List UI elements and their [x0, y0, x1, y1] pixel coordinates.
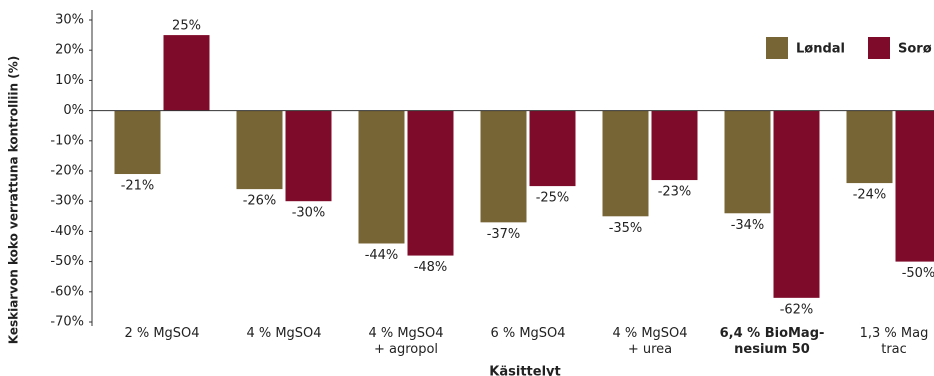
y-axis-label: Keskiarvon koko verrattuna kontrolliin (… [7, 56, 21, 345]
value-label: -30% [292, 206, 326, 221]
legend-label: Løndal [796, 42, 845, 57]
x-tick-label: 4 % MgSO4 + urea [612, 326, 688, 357]
bar [480, 110, 527, 223]
bar [724, 110, 771, 214]
value-label: -50% [902, 266, 934, 281]
value-label: -24% [853, 188, 887, 203]
x-tick-label: 6 % MgSO4 [490, 326, 566, 341]
bar [773, 110, 820, 298]
value-label: -21% [121, 179, 155, 194]
bar [529, 110, 576, 187]
bar [114, 110, 161, 175]
bar [285, 110, 332, 202]
x-axis-label: Käsittelyt [489, 365, 560, 376]
y-tick-label: 10% [55, 73, 84, 88]
bar [651, 110, 698, 181]
y-tick-label: 20% [55, 43, 84, 58]
y-tick-label: -40% [50, 224, 84, 239]
value-label: -48% [414, 260, 448, 275]
bar [895, 110, 934, 262]
y-tick-label: -30% [50, 194, 84, 209]
value-label: -34% [731, 218, 765, 233]
x-tick-label: 1,3 % Mag trac [859, 326, 929, 357]
legend-label: Sorø [898, 42, 932, 57]
x-tick-label: 4 % MgSO4 + agropol [368, 326, 444, 357]
x-tick-label: 6,4 % BioMag- nesium 50 [719, 326, 825, 357]
value-label: -44% [365, 248, 399, 263]
bar [602, 110, 649, 217]
x-tick-label: 2 % MgSO4 [124, 326, 200, 341]
value-label: -23% [658, 185, 692, 200]
x-tick-label: 4 % MgSO4 [246, 326, 322, 341]
value-label: -25% [536, 191, 570, 206]
y-tick-label: -10% [50, 133, 84, 148]
y-tick-label: -50% [50, 254, 84, 269]
bar [358, 110, 405, 244]
value-label: -26% [243, 194, 277, 209]
legend-swatch [868, 37, 890, 59]
bar [407, 110, 454, 256]
bar [236, 110, 283, 190]
y-tick-label: -70% [50, 315, 84, 330]
y-tick-label: -20% [50, 164, 84, 179]
value-label: 25% [172, 19, 201, 34]
y-tick-label: 0% [63, 103, 84, 118]
value-label: -62% [780, 302, 814, 317]
bar [846, 110, 893, 184]
value-label: -37% [487, 227, 521, 242]
y-tick-label: -60% [50, 284, 84, 299]
value-label: -35% [609, 221, 643, 236]
y-tick-label: 30% [55, 13, 84, 28]
legend-swatch [766, 37, 788, 59]
bar [163, 35, 210, 111]
